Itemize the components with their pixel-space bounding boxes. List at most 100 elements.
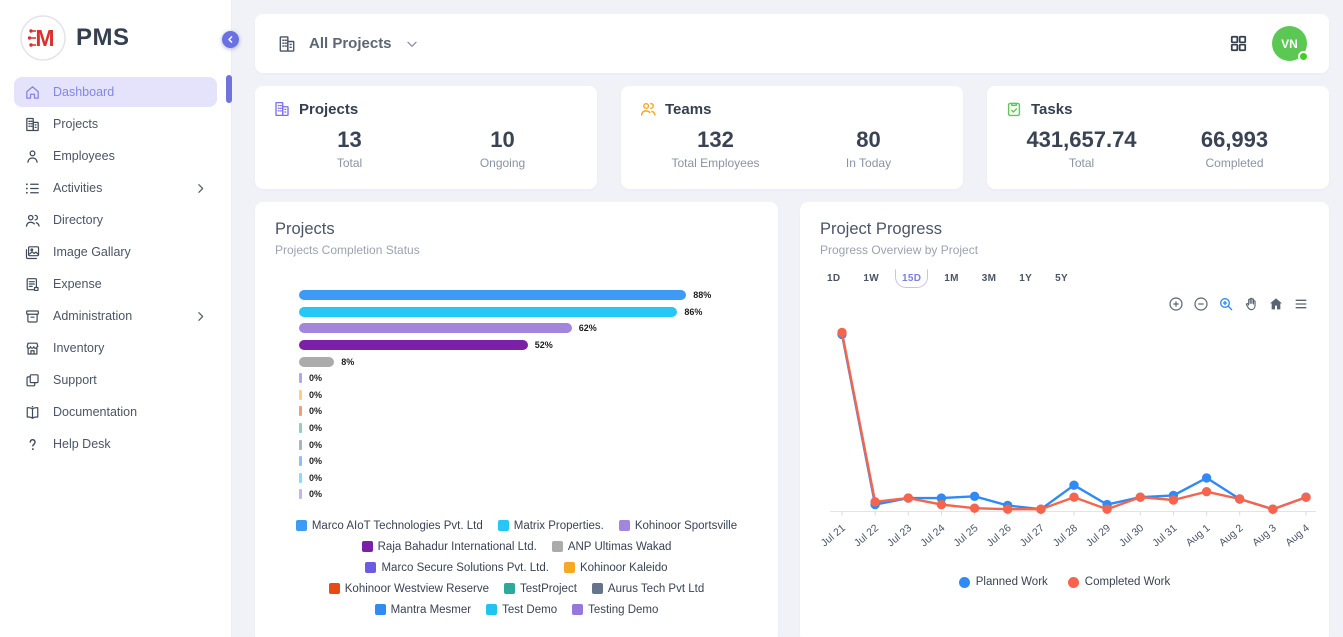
legend-item-kohinoor-kaleido[interactable]: Kohinoor Kaleido — [563, 561, 668, 574]
bar[interactable] — [299, 489, 302, 500]
bar[interactable] — [299, 340, 528, 351]
bar-row-testproject: 0% — [299, 420, 759, 437]
bar-value-label: 86% — [684, 306, 703, 317]
list-icon — [24, 180, 41, 197]
chevron-right-icon — [194, 310, 207, 323]
svg-text:Aug 1: Aug 1 — [1184, 522, 1213, 549]
bar[interactable] — [299, 439, 302, 450]
svg-text:Aug 4: Aug 4 — [1283, 522, 1312, 549]
svg-text:Jul 27: Jul 27 — [1018, 522, 1047, 549]
stat-card-metrics: 132 Total Employees 80 In Today — [639, 127, 945, 170]
sidebar-item-expense[interactable]: Expense — [14, 269, 217, 299]
sidebar-item-documentation[interactable]: Documentation — [14, 397, 217, 427]
legend-label: Kohinoor Kaleido — [579, 561, 668, 574]
legend-item-mantra-mesmer[interactable]: Mantra Mesmer — [374, 604, 471, 616]
bar[interactable] — [299, 423, 302, 434]
chevron-right-icon — [194, 182, 207, 195]
sidebar-item-label: Image Gallary — [53, 245, 131, 259]
metric-in-today: 80 In Today — [792, 127, 945, 170]
stat-card-metrics: 13 Total 10 Ongoing — [273, 127, 579, 170]
range-button-5y[interactable]: 5Y — [1055, 273, 1068, 284]
bar[interactable] — [299, 323, 572, 334]
sidebar-collapse-button[interactable] — [222, 31, 239, 48]
zoom-out-icon[interactable] — [1193, 296, 1209, 312]
bar[interactable] — [299, 456, 302, 467]
legend-item-kohinoor-westview-reserve[interactable]: Kohinoor Westview Reserve — [328, 582, 490, 595]
person-icon — [24, 148, 41, 165]
bar[interactable] — [299, 356, 335, 367]
legend-swatch — [328, 583, 340, 595]
topbar: All Projects VN — [255, 14, 1329, 73]
zoom-selection-icon[interactable] — [1218, 296, 1234, 312]
bar-value-label: 0% — [309, 472, 323, 483]
range-button-1d[interactable]: 1D — [827, 273, 841, 284]
projects-completion-bar-chart: 88% 86% 62% 52% 8% 0% 0% 0% 0% 0% 0% 0% 0% — [299, 287, 759, 503]
sidebar-item-label: Help Desk — [53, 437, 111, 451]
legend-item-testing-demo[interactable]: Testing Demo — [572, 604, 658, 616]
legend-item-raja-bahadur-international-ltd[interactable]: Raja Bahadur International Ltd. — [361, 541, 537, 553]
legend-item-kohinoor-sportsville[interactable]: Kohinoor Sportsville — [618, 520, 737, 532]
pan-icon[interactable] — [1243, 296, 1259, 312]
bar[interactable] — [299, 406, 302, 417]
reset-home-icon[interactable] — [1268, 296, 1284, 312]
avatar-initials: VN — [1281, 36, 1298, 51]
sidebar-item-support[interactable]: Support — [14, 365, 217, 395]
range-button-1m[interactable]: 1M — [944, 273, 959, 284]
legend-item-marco-secure-solutions-pvt-ltd[interactable]: Marco Secure Solutions Pvt. Ltd. — [365, 561, 549, 574]
zoom-in-icon[interactable] — [1168, 296, 1184, 312]
home-icon — [24, 84, 41, 101]
legend-item-completed-work[interactable]: Completed Work — [1067, 576, 1171, 588]
legend-label: Kohinoor Westview Reserve — [344, 582, 490, 595]
sidebar-item-image-gallary[interactable]: Image Gallary — [14, 237, 217, 267]
project-filter-dropdown[interactable]: All Projects — [277, 34, 420, 54]
metric-value: 10 — [490, 127, 515, 152]
metric-total: 13 Total — [273, 127, 426, 170]
legend-label: Marco AIoT Technologies Pvt. Ltd — [311, 519, 483, 532]
bar-value-label: 0% — [309, 406, 323, 417]
bar[interactable] — [299, 290, 687, 301]
sidebar-item-dashboard[interactable]: Dashboard — [14, 77, 217, 107]
building-icon — [277, 34, 297, 54]
user-avatar[interactable]: VN — [1272, 26, 1309, 62]
bar[interactable] — [299, 389, 302, 400]
sidebar-item-directory[interactable]: Directory — [14, 205, 217, 235]
stat-card-title: Tasks — [1031, 100, 1073, 118]
sidebar-item-label: Documentation — [53, 405, 138, 419]
sidebar-item-employees[interactable]: Employees — [14, 141, 217, 171]
legend-item-aurus-tech-pvt-ltd[interactable]: Aurus Tech Pvt Ltd — [591, 583, 704, 595]
svg-text:Jul 28: Jul 28 — [1051, 522, 1080, 549]
menu-icon[interactable] — [1293, 296, 1309, 312]
range-button-1w[interactable]: 1W — [863, 273, 879, 284]
range-button-15d[interactable]: 15D — [895, 269, 929, 288]
range-button-3m[interactable]: 3M — [981, 273, 997, 284]
legend-dot — [1067, 576, 1079, 588]
apps-grid-icon[interactable] — [1229, 34, 1248, 53]
sidebar-item-help-desk[interactable]: Help Desk — [14, 429, 217, 459]
time-range-selector: 1D 1W 15D 1M 3M 1Y 5Y — [820, 269, 1309, 288]
legend-item-testproject[interactable]: TestProject — [504, 583, 577, 595]
legend-item-anp-ultimas-wakad[interactable]: ANP Ultimas Wakad — [551, 541, 671, 553]
sidebar-item-label: Expense — [53, 277, 102, 291]
bar-value-label: 88% — [693, 290, 712, 301]
sidebar-item-inventory[interactable]: Inventory — [14, 333, 217, 363]
legend-item-planned-work[interactable]: Planned Work — [958, 576, 1048, 588]
app-title: PMS — [76, 24, 130, 51]
legend-item-matrix-properties[interactable]: Matrix Properties. — [497, 520, 604, 532]
svg-text:Aug 3: Aug 3 — [1250, 522, 1279, 549]
sidebar-item-administration[interactable]: Administration — [14, 301, 217, 331]
bar[interactable] — [299, 472, 302, 483]
legend-label: Test Demo — [502, 603, 558, 616]
svg-text:Jul 23: Jul 23 — [885, 522, 914, 549]
legend-label: Completed Work — [1084, 576, 1171, 588]
sidebar-item-projects[interactable]: Projects — [14, 109, 217, 139]
legend-label: Marco Secure Solutions Pvt. Ltd. — [381, 561, 549, 574]
line-chart-svg[interactable]: Jul 21 Jul 22 Jul 23 Jul 24 Jul 25 Jul 26 Jul … — [819, 315, 1320, 567]
range-button-1y[interactable]: 1Y — [1019, 273, 1033, 284]
legend-item-test-demo[interactable]: Test Demo — [486, 604, 557, 616]
project-progress-panel: Project Progress Progress Overview by Pr… — [800, 202, 1329, 637]
bar[interactable] — [299, 373, 302, 384]
sidebar-item-activities[interactable]: Activities — [14, 173, 217, 203]
bar[interactable] — [299, 306, 678, 317]
legend-item-marco-aiot-technologies-pvt-ltd[interactable]: Marco AIoT Technologies Pvt. Ltd — [295, 519, 483, 532]
